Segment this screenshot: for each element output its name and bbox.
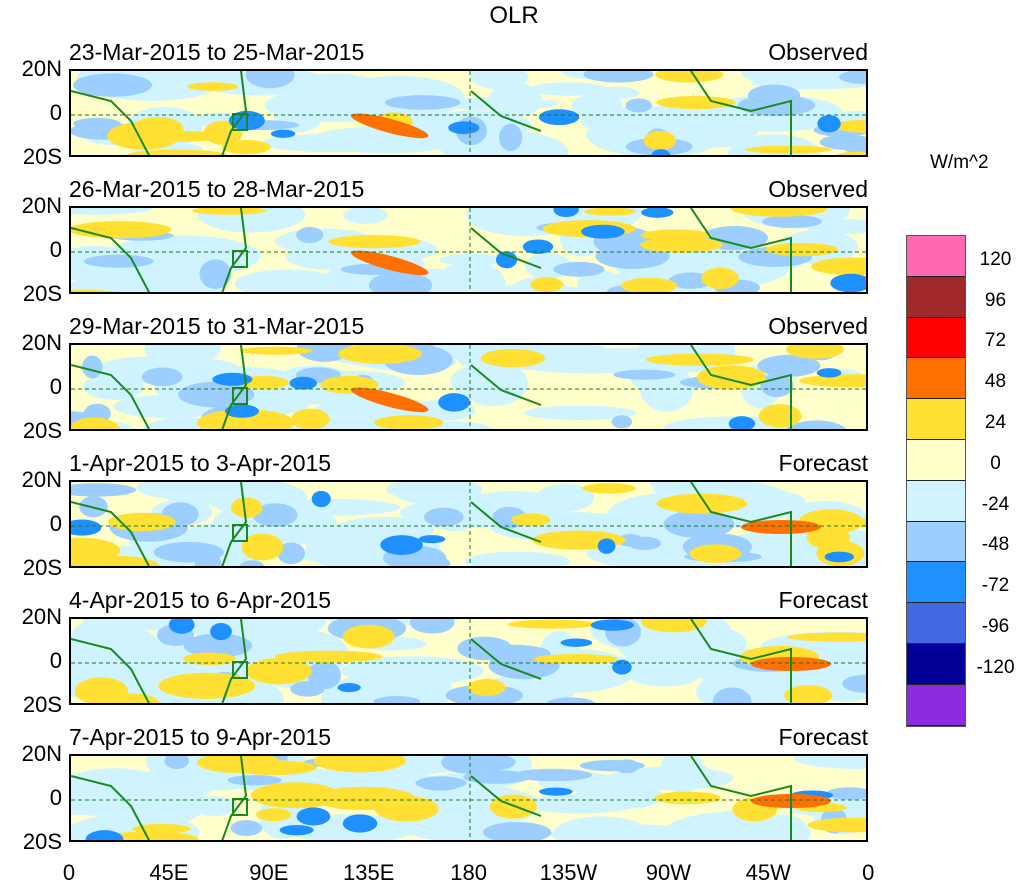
- figure-title: OLR: [489, 2, 539, 29]
- olr-anomaly-map: [71, 71, 866, 155]
- y-tick-label: 0: [49, 511, 62, 536]
- y-tick-label: 20S: [22, 829, 62, 854]
- colorbar-swatch: [907, 684, 965, 726]
- x-tick-label: 90W: [645, 860, 692, 885]
- region-box: [232, 798, 248, 816]
- colorbar-swatch: [907, 603, 965, 644]
- colorbar-swatch: [907, 399, 965, 440]
- y-tick-label: 20S: [22, 281, 62, 306]
- colorbar-swatch: [907, 480, 965, 522]
- y-tick-label: 20N: [21, 467, 62, 492]
- colorbar-swatch: [907, 317, 965, 359]
- olr-anomaly-map: [71, 345, 866, 429]
- panel-type-label: Observed: [768, 313, 868, 339]
- coastline: [71, 619, 792, 703]
- colorbar-label: -120: [976, 656, 1015, 678]
- panel-type-label: Observed: [768, 39, 868, 65]
- colorbar-swatch: [907, 562, 965, 604]
- positive-anomaly: [351, 113, 429, 139]
- olr-anomaly-map: [71, 208, 866, 292]
- coastline: [71, 345, 792, 429]
- coastline: [71, 756, 792, 840]
- colorbar-label: -48: [981, 534, 1010, 556]
- colorbar-label: -96: [981, 616, 1010, 637]
- x-tick-label: 135E: [342, 860, 395, 885]
- colorbar-label: -72: [981, 575, 1010, 597]
- colorbar-label: 24: [984, 412, 1007, 433]
- colorbar-label: 48: [984, 371, 1007, 393]
- coastline: [71, 482, 792, 566]
- panel-date-range: 1-Apr-2015 to 3-Apr-2015: [69, 450, 332, 476]
- region-box: [232, 661, 248, 679]
- y-tick-label: 20N: [21, 741, 62, 766]
- y-tick-label: 0: [49, 237, 62, 262]
- region-box: [232, 387, 248, 405]
- colorbar-units: W/m^2: [930, 152, 989, 173]
- y-tick-label: 20N: [21, 56, 62, 81]
- coastline: [71, 208, 792, 292]
- panel-type-label: Forecast: [778, 587, 868, 613]
- panel-date-range: 29-Mar-2015 to 31-Mar-2015: [69, 313, 365, 339]
- y-tick-label: 20N: [21, 330, 62, 355]
- panel-type-label: Forecast: [778, 450, 868, 476]
- olr-anomaly-map: [71, 482, 866, 566]
- panel-type-label: Observed: [768, 176, 868, 202]
- map-panel: [69, 480, 868, 568]
- region-box: [232, 524, 248, 542]
- x-tick-label: 45E: [149, 860, 189, 885]
- x-tick-label: 0: [62, 860, 76, 885]
- y-tick-label: 0: [49, 374, 62, 399]
- panel-date-range: 23-Mar-2015 to 25-Mar-2015: [69, 39, 365, 65]
- colorbar: [906, 235, 966, 727]
- x-tick-label: 135W: [539, 860, 598, 885]
- colorbar-swatch: [907, 236, 965, 277]
- map-panel: [69, 69, 868, 157]
- y-tick-label: 0: [49, 785, 62, 810]
- positive-anomaly: [741, 520, 821, 534]
- colorbar-swatch: [907, 358, 965, 400]
- region-box: [232, 250, 248, 268]
- coastline: [71, 71, 792, 155]
- panel-type-label: Forecast: [778, 724, 868, 750]
- colorbar-swatch: [907, 439, 965, 481]
- region-box: [232, 113, 248, 131]
- olr-anomaly-map: [71, 619, 866, 703]
- panel-date-range: 4-Apr-2015 to 6-Apr-2015: [69, 587, 332, 613]
- x-tick-label: 90E: [249, 860, 289, 885]
- colorbar-label: 96: [984, 289, 1007, 311]
- x-tick-label: 45W: [745, 860, 791, 885]
- panel-date-range: 26-Mar-2015 to 28-Mar-2015: [69, 176, 365, 202]
- y-tick-label: 20S: [22, 418, 62, 443]
- positive-anomaly: [351, 250, 429, 276]
- y-tick-label: 20N: [21, 193, 62, 218]
- colorbar-label: 72: [984, 330, 1007, 352]
- colorbar-swatch: [907, 643, 965, 685]
- y-tick-label: 20N: [21, 604, 62, 629]
- colorbar-label: 0: [990, 452, 1001, 474]
- colorbar-label: -24: [981, 493, 1010, 515]
- y-tick-label: 20S: [22, 144, 62, 169]
- colorbar-swatch: [907, 276, 965, 318]
- y-tick-label: 0: [49, 648, 62, 673]
- map-panel: [69, 343, 868, 431]
- x-tick-label: 180: [450, 860, 487, 885]
- map-panel: [69, 617, 868, 705]
- x-tick-label: 0: [862, 860, 875, 885]
- positive-anomaly: [351, 387, 429, 413]
- y-tick-label: 20S: [22, 692, 62, 717]
- colorbar-swatch: [907, 521, 965, 563]
- map-panel: [69, 754, 868, 842]
- panel-date-range: 7-Apr-2015 to 9-Apr-2015: [69, 724, 332, 750]
- map-panel: [69, 206, 868, 294]
- y-tick-label: 20S: [22, 555, 62, 580]
- colorbar-label: 120: [979, 248, 1012, 270]
- olr-anomaly-map: [71, 756, 866, 840]
- y-tick-label: 0: [49, 100, 62, 125]
